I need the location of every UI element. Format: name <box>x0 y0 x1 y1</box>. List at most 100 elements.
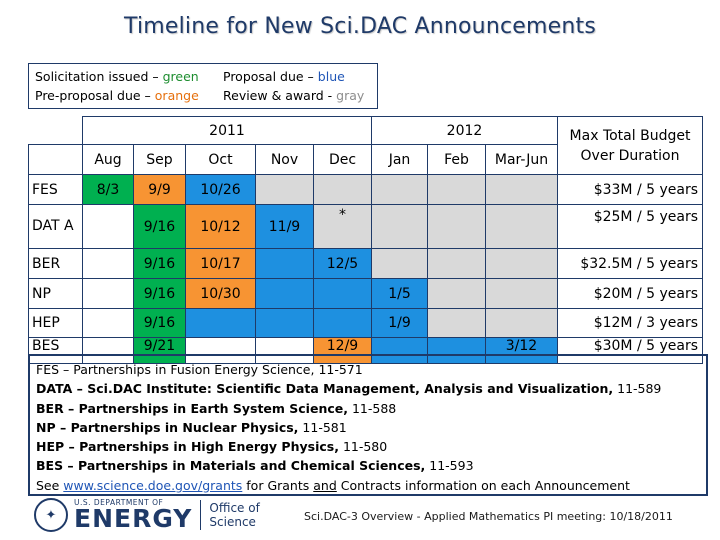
note-np-title: NP – Partnerships in Nuclear Physics, <box>36 419 299 435</box>
month-header: Jan <box>371 144 428 175</box>
timeline-cell <box>255 174 314 205</box>
timeline-cell: 9/16 <box>133 204 186 249</box>
month-header: Sep <box>133 144 186 175</box>
timeline-cell <box>485 308 558 338</box>
budget-cell: $12M / 3 years <box>557 308 703 338</box>
timeline-cell <box>185 337 256 364</box>
timeline-cell <box>485 278 558 309</box>
timeline-cell: 8/3 <box>82 174 134 205</box>
month-header: Dec <box>313 144 372 175</box>
timeline-cell: 10/17 <box>185 248 256 279</box>
timeline-cell <box>371 174 428 205</box>
timeline-cell <box>255 337 314 364</box>
footer-caption: Sci.DAC-3 Overview - Applied Mathematics… <box>304 510 673 523</box>
month-header: Mar-Jun <box>485 144 558 175</box>
note-see-and: and <box>313 477 337 493</box>
timeline-cell <box>82 278 134 309</box>
timeline-cell <box>313 174 372 205</box>
month-header: Oct <box>185 144 256 175</box>
timeline-cell <box>427 174 486 205</box>
doe-department-label: U.S. DEPARTMENT OF <box>74 497 164 507</box>
doe-seal-icon: ✦ <box>34 498 68 532</box>
timeline-cell: 3/12 <box>485 337 558 364</box>
note-hep: HEP – Partnerships in High Energy Physic… <box>36 437 700 456</box>
timeline-cell: 1/9 <box>371 308 428 338</box>
timeline-cell: 9/16 <box>133 278 186 309</box>
timeline-cell <box>82 248 134 279</box>
doe-logo: ✦ U.S. DEPARTMENT OF ENERGY Office of Sc… <box>34 498 260 532</box>
timeline-cell: 10/12 <box>185 204 256 249</box>
budget-cell: $30M / 5 years <box>557 337 703 364</box>
doe-energy-label: ENERGY <box>74 504 193 534</box>
budget-cell: $33M / 5 years <box>557 174 703 205</box>
month-header: Feb <box>427 144 486 175</box>
budget-cell: $25M / 5 years <box>557 204 703 249</box>
note-bes-number: 11-593 <box>425 458 474 474</box>
note-see-suffix: Contracts information on each Announceme… <box>336 477 630 493</box>
note-hep-title: HEP – Partnerships in High Energy Physic… <box>36 439 339 455</box>
timeline-cell: 11/9 <box>255 204 314 249</box>
timeline-cell <box>255 308 314 338</box>
row-label: BER <box>28 248 83 279</box>
page-title: Timeline for New Sci.DAC Announcements <box>123 14 596 39</box>
office-label: Office of <box>209 501 260 515</box>
note-see: See www.science.doe.gov/grants for Grant… <box>36 476 700 495</box>
month-header: Nov <box>255 144 314 175</box>
note-see-mid: for Grants <box>242 477 314 493</box>
timeline-cell <box>427 308 486 338</box>
row-label: FES <box>28 174 83 205</box>
year-2011-header: 2011 <box>82 116 372 145</box>
note-data: DATA – Sci.DAC Institute: Scientific Dat… <box>36 379 700 398</box>
timeline-cell <box>185 308 256 338</box>
color-legend: Solicitation issued – green Proposal due… <box>28 63 378 109</box>
grants-link[interactable]: www.science.doe.gov/grants <box>63 477 243 493</box>
timeline-cell <box>485 248 558 279</box>
budget-cell: $20M / 5 years <box>557 278 703 309</box>
row-label: BES <box>28 337 83 364</box>
note-data-number: 11-589 <box>613 381 662 397</box>
timeline-cell <box>427 204 486 249</box>
legend-solicitation-label: Solicitation issued – <box>35 69 163 84</box>
timeline-cell: 9/9 <box>133 174 186 205</box>
timeline-cell <box>371 337 428 364</box>
note-fes: FES – Partnerships in Fusion Energy Scie… <box>36 362 363 377</box>
timeline-cell <box>82 204 134 249</box>
year-2012-header: 2012 <box>371 116 558 145</box>
table-row: NP 9/16 10/30 1/5 $20M / 5 years <box>28 278 703 309</box>
legend-preproposal-color: orange <box>154 88 199 103</box>
row-label: HEP <box>28 308 83 338</box>
budget-header: Max Total Budget Over Duration <box>557 116 703 175</box>
note-bes-title: BES – Partnerships in Materials and Chem… <box>36 458 426 474</box>
note-see-prefix: See <box>36 477 64 493</box>
table-row: DAT A 9/16 10/12 11/9 * $25M / 5 years <box>28 204 703 249</box>
row-label: DAT A <box>28 204 83 249</box>
legend-proposal-color: blue <box>317 69 345 84</box>
table-row: FES 8/3 9/9 10/26 $33M / 5 years <box>28 174 703 205</box>
timeline-cell <box>371 204 428 249</box>
note-ber-title: BER – Partnerships in Earth System Scien… <box>36 400 348 416</box>
timeline-cell <box>485 174 558 205</box>
timeline-table: 2011 2012 Max Total Budget Over Duration… <box>28 116 703 364</box>
note-hep-number: 11-580 <box>338 439 388 455</box>
timeline-cell <box>427 248 486 279</box>
timeline-cell <box>485 204 558 249</box>
timeline-cell <box>313 308 372 338</box>
note-data-title: DATA – Sci.DAC Institute: Scientific Dat… <box>36 381 614 397</box>
note-np-number: 11-581 <box>298 419 347 435</box>
timeline-cell: 10/26 <box>185 174 256 205</box>
month-header: Aug <box>82 144 134 175</box>
note-bes: BES – Partnerships in Materials and Chem… <box>36 456 700 475</box>
legend-solicitation-color: green <box>162 69 199 84</box>
science-label: Science <box>209 515 256 529</box>
legend-review-label: Review & award - <box>223 88 337 103</box>
legend-review-color: gray <box>336 88 365 103</box>
note-ber: BER – Partnerships in Earth System Scien… <box>36 399 700 418</box>
note-np: NP – Partnerships in Nuclear Physics, 11… <box>36 418 700 437</box>
budget-cell: $32.5M / 5 years <box>557 248 703 279</box>
timeline-cell <box>371 248 428 279</box>
timeline-cell: 12/5 <box>313 248 372 279</box>
timeline-cell <box>82 337 134 364</box>
table-row: BER 9/16 10/17 12/5 $32.5M / 5 years <box>28 248 703 279</box>
timeline-cell <box>427 278 486 309</box>
table-row: BES 9/21 12/9 3/12 $30M / 5 years <box>28 337 703 364</box>
